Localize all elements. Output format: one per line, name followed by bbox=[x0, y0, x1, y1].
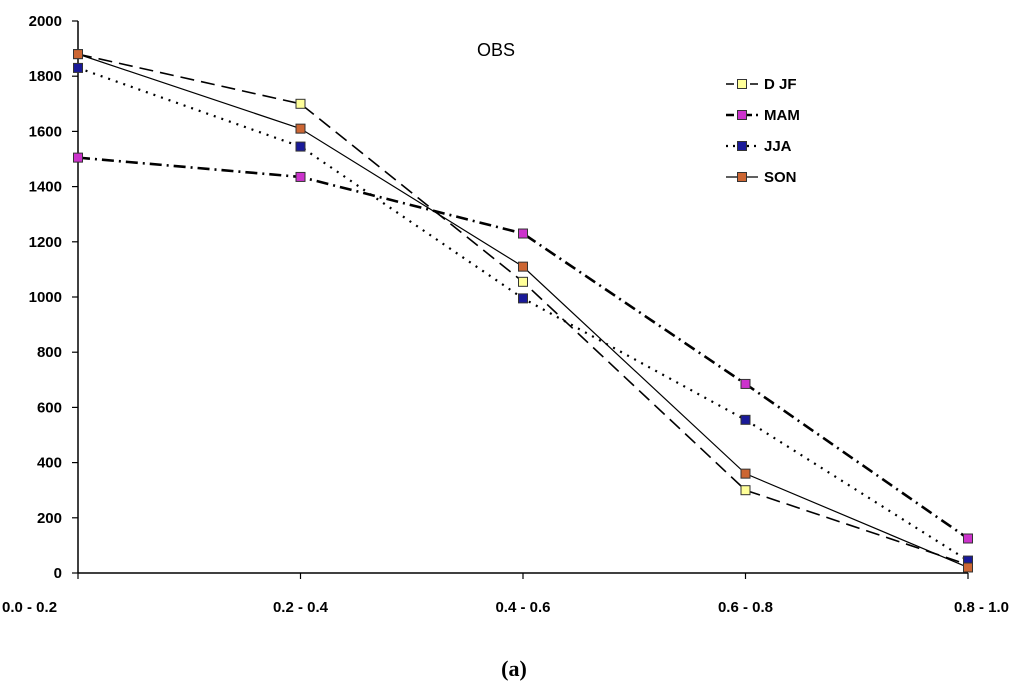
data-point bbox=[518, 293, 528, 304]
data-point bbox=[518, 228, 528, 239]
y-tick-label: 1000 bbox=[29, 289, 62, 306]
y-tick-label: 800 bbox=[37, 344, 62, 361]
data-point bbox=[963, 562, 973, 573]
data-point bbox=[295, 98, 306, 109]
legend-label: D JF bbox=[764, 76, 797, 93]
y-tick-label: 1200 bbox=[29, 234, 62, 251]
data-point bbox=[518, 276, 528, 287]
x-tick-label: 0.4 - 0.6 bbox=[495, 599, 550, 616]
data-point bbox=[73, 49, 83, 60]
series-line-1 bbox=[77, 156, 969, 540]
x-tick-label: 0.2 - 0.4 bbox=[273, 599, 329, 616]
legend-marker bbox=[737, 110, 747, 120]
legend-label: SON bbox=[764, 169, 797, 186]
legend: D JF MAM JJA SON bbox=[726, 76, 800, 186]
data-point bbox=[740, 378, 751, 389]
legend-label: MAM bbox=[764, 107, 800, 124]
legend-marker bbox=[737, 79, 747, 89]
data-point bbox=[73, 152, 83, 163]
data-point bbox=[295, 141, 306, 152]
y-tick-label: 600 bbox=[37, 399, 62, 416]
y-tick-label: 1600 bbox=[29, 123, 62, 140]
data-point bbox=[518, 261, 528, 272]
data-point bbox=[963, 533, 973, 544]
y-tick-label: 1800 bbox=[29, 68, 62, 85]
y-tick-label: 1400 bbox=[29, 179, 62, 196]
y-tick-label: 0 bbox=[54, 565, 62, 582]
series-line-2 bbox=[77, 66, 969, 562]
figure-caption: (a) bbox=[501, 656, 527, 681]
chart-title: OBS bbox=[477, 40, 515, 60]
x-tick-label: 0.8 - 1.0 bbox=[954, 599, 1009, 616]
legend-label: JJA bbox=[764, 138, 792, 155]
series-line-3 bbox=[77, 53, 969, 569]
data-point bbox=[740, 468, 751, 479]
data-point bbox=[73, 62, 83, 73]
legend-marker bbox=[737, 141, 747, 151]
series-group bbox=[73, 49, 973, 573]
series-line-0 bbox=[77, 53, 969, 566]
x-tick-label: 0.6 - 0.8 bbox=[718, 599, 773, 616]
data-point bbox=[740, 414, 751, 425]
y-tick-label: 400 bbox=[37, 455, 62, 472]
x-tick-label: 0.0 - 0.2 bbox=[2, 599, 57, 616]
x-axis-ticks: 0.0 - 0.2 0.2 - 0.4 0.4 - 0.6 0.6 - 0.8 0.8 … bbox=[2, 573, 1009, 616]
y-tick-label: 200 bbox=[37, 510, 62, 527]
data-point bbox=[295, 171, 306, 182]
data-point bbox=[295, 123, 306, 134]
data-point bbox=[740, 485, 751, 496]
y-tick-label: 2000 bbox=[29, 13, 62, 30]
y-axis-ticks: 0 200 400 600 800 1000 1200 1400 1600 1800 2000 bbox=[29, 13, 78, 582]
legend-marker bbox=[737, 172, 747, 182]
